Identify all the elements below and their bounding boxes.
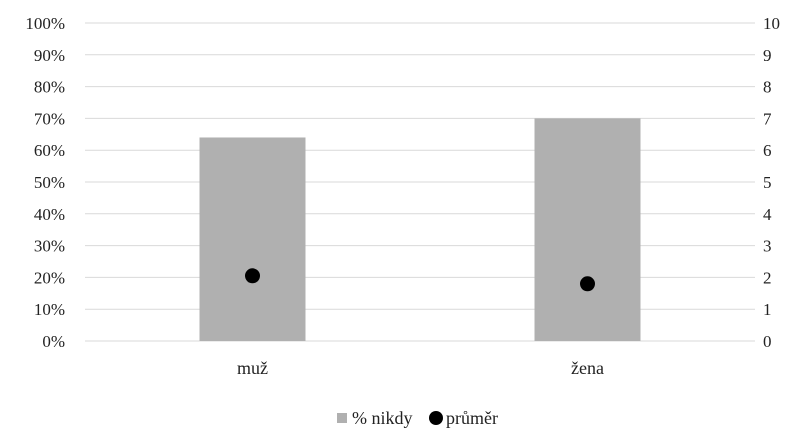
- right-tick-label: 8: [763, 78, 772, 97]
- data-point: [245, 268, 260, 284]
- right-tick-label: 9: [763, 46, 772, 65]
- bar: [534, 118, 641, 342]
- left-tick-label: 30%: [34, 237, 65, 256]
- right-tick-label: 10: [763, 14, 780, 33]
- legend-swatch-point: [429, 411, 443, 425]
- point-series: [245, 268, 595, 292]
- data-point: [580, 276, 595, 292]
- legend: % nikdy průměr: [337, 408, 498, 428]
- left-tick-label: 60%: [34, 141, 65, 160]
- left-tick-label: 50%: [34, 173, 65, 192]
- left-tick-label: 40%: [34, 205, 65, 224]
- category-labels: muž žena: [237, 358, 604, 378]
- bar: [199, 137, 306, 341]
- bar-series: [199, 118, 641, 342]
- category-label: žena: [571, 358, 604, 378]
- left-tick-label: 0%: [42, 332, 65, 351]
- legend-label-bar: % nikdy: [352, 408, 413, 428]
- right-tick-label: 3: [763, 237, 772, 256]
- right-tick-label: 2: [763, 268, 772, 287]
- legend-label-point: průměr: [446, 408, 498, 428]
- right-tick-label: 1: [763, 300, 772, 319]
- right-tick-label: 0: [763, 332, 772, 351]
- right-tick-label: 6: [763, 141, 772, 160]
- left-tick-label: 70%: [34, 109, 65, 128]
- right-tick-label: 4: [763, 205, 772, 224]
- right-tick-label: 7: [763, 109, 772, 128]
- legend-swatch-bar: [337, 413, 347, 423]
- left-tick-label: 20%: [34, 268, 65, 287]
- left-tick-label: 90%: [34, 46, 65, 65]
- category-label: muž: [237, 358, 268, 378]
- left-axis-ticks: 0% 10% 20% 30% 40% 50% 60% 70% 80% 90% 100%: [25, 14, 65, 351]
- left-tick-label: 80%: [34, 78, 65, 97]
- right-axis-ticks: 0 1 2 3 4 5 6 7 8 9 10: [763, 14, 780, 351]
- left-tick-label: 100%: [25, 14, 65, 33]
- right-tick-label: 5: [763, 173, 772, 192]
- left-tick-label: 10%: [34, 300, 65, 319]
- gridlines: [85, 22, 755, 342]
